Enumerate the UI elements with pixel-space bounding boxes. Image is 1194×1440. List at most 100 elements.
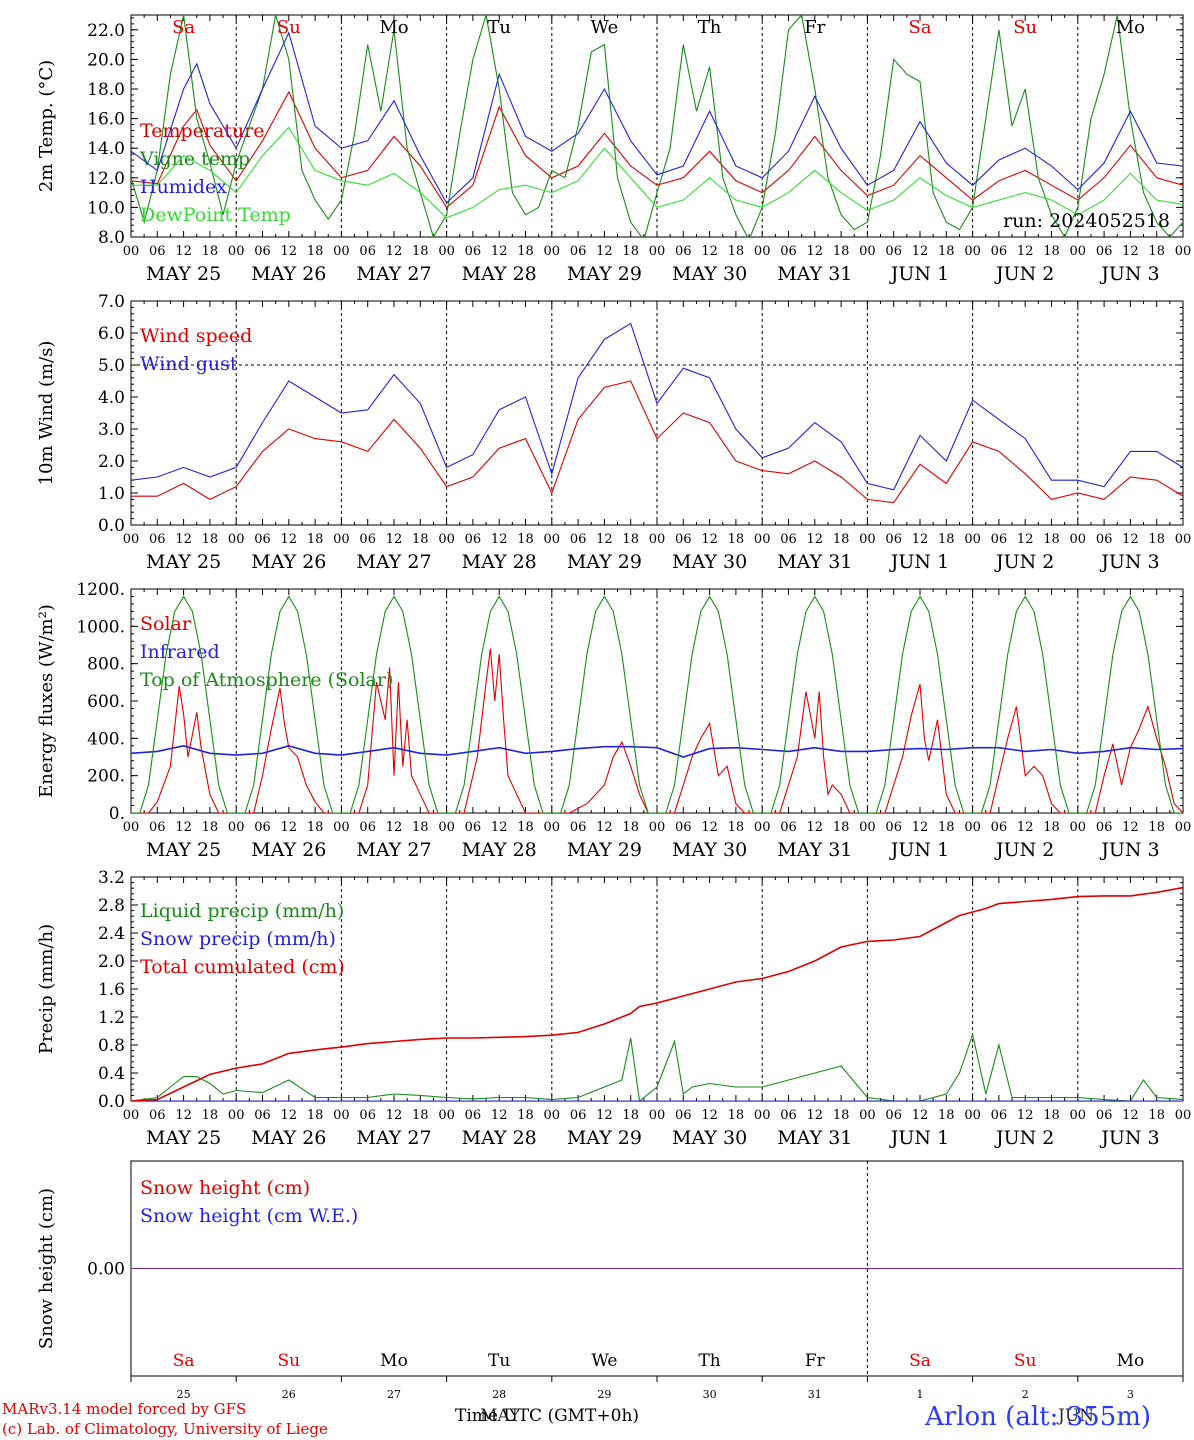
date-label: MAY 29 [567, 839, 642, 861]
hour-tick-label: 00 [649, 1108, 666, 1123]
date-label: MAY 30 [672, 263, 747, 285]
y-tick-label: 0.0 [98, 1092, 125, 1112]
date-label: JUN 3 [1099, 839, 1159, 861]
series-line [131, 322, 1183, 491]
hour-tick-label: 12 [701, 244, 718, 259]
hour-tick-label: 12 [281, 820, 298, 835]
hour-tick-label: 12 [807, 1108, 824, 1123]
hour-tick-label: 18 [938, 532, 955, 547]
day-name-label: Th [698, 17, 722, 38]
hour-tick-label: 18 [622, 820, 639, 835]
hour-tick-label: 06 [254, 820, 271, 835]
hour-tick-label: 12 [1017, 244, 1034, 259]
series-line [131, 595, 1183, 813]
hour-tick-label: 12 [912, 1108, 929, 1123]
hour-tick-label: 12 [175, 820, 192, 835]
date-label: JUN 1 [889, 1127, 949, 1149]
day-number-label: 26 [282, 1388, 296, 1401]
hour-tick-label: 06 [570, 532, 587, 547]
y-tick-label: 1200. [76, 580, 125, 600]
hour-tick-label: 06 [1096, 1108, 1113, 1123]
y-axis-label: Precip (mm/h) [36, 924, 57, 1054]
date-label: MAY 31 [777, 1127, 852, 1149]
hour-tick-label: 00 [649, 532, 666, 547]
series-line [131, 744, 1183, 758]
day-name-label: Sa [909, 1351, 931, 1371]
hour-tick-label: 12 [281, 1108, 298, 1123]
y-tick-label: 14.0 [87, 139, 125, 159]
y-tick-label: 7.0 [98, 292, 125, 312]
y-tick-label: 18.0 [87, 80, 125, 100]
date-label: MAY 25 [146, 551, 221, 573]
hour-tick-label: 18 [1043, 532, 1060, 547]
hour-tick-label: 06 [465, 532, 482, 547]
hour-tick-label: 18 [307, 244, 324, 259]
series-line [131, 1032, 1183, 1101]
hour-tick-label: 12 [1017, 1108, 1034, 1123]
hour-tick-label: 12 [596, 244, 613, 259]
day-name-label: Fr [804, 17, 825, 38]
y-tick-label: 800. [87, 655, 125, 675]
hour-tick-label: 18 [833, 820, 850, 835]
hour-tick-label: 00 [544, 1108, 561, 1123]
date-label: MAY 30 [672, 1127, 747, 1149]
hour-tick-label: 12 [1122, 1108, 1139, 1123]
legend-entry: DewPoint Temp [140, 204, 291, 226]
hour-tick-label: 18 [833, 532, 850, 547]
legend-entry: Solar [140, 613, 192, 635]
hour-tick-label: 00 [1175, 1108, 1192, 1123]
hour-tick-label: 06 [675, 244, 692, 259]
hour-tick-label: 12 [912, 244, 929, 259]
hour-tick-label: 12 [596, 820, 613, 835]
hour-tick-label: 00 [438, 532, 455, 547]
day-name-label: Tu [488, 1351, 510, 1371]
site-label: Arlon (alt: 355m) [925, 1402, 1152, 1432]
hour-tick-label: 06 [1096, 820, 1113, 835]
hour-tick-label: 18 [938, 820, 955, 835]
date-label: MAY 26 [251, 263, 326, 285]
date-label: JUN 3 [1099, 1127, 1159, 1149]
hour-tick-label: 18 [307, 820, 324, 835]
hour-tick-label: 18 [833, 244, 850, 259]
y-tick-label: 2.4 [98, 924, 125, 944]
day-number-label: 30 [703, 1388, 717, 1401]
hour-tick-label: 18 [622, 1108, 639, 1123]
hour-tick-label: 12 [596, 532, 613, 547]
y-tick-label: 5.0 [98, 356, 125, 376]
hour-tick-label: 18 [517, 532, 534, 547]
hour-tick-label: 00 [964, 244, 981, 259]
hour-tick-label: 06 [570, 1108, 587, 1123]
hour-tick-label: 18 [1043, 244, 1060, 259]
y-tick-label: 2.0 [98, 452, 125, 472]
hour-tick-label: 00 [333, 820, 350, 835]
hour-tick-label: 18 [1043, 1108, 1060, 1123]
hour-tick-label: 00 [1175, 820, 1192, 835]
day-number-label: 29 [597, 1388, 611, 1401]
hour-tick-label: 18 [1148, 820, 1165, 835]
y-tick-label: 8.0 [98, 228, 125, 248]
hour-tick-label: 18 [202, 244, 219, 259]
hour-tick-label: 06 [149, 820, 166, 835]
day-name-label: Mo [1116, 17, 1145, 38]
hour-tick-label: 12 [1122, 820, 1139, 835]
date-label: MAY 31 [777, 551, 852, 573]
hour-tick-label: 00 [964, 820, 981, 835]
hour-tick-label: 00 [1070, 820, 1087, 835]
y-tick-label: 3.0 [98, 420, 125, 440]
date-label: MAY 25 [146, 263, 221, 285]
hour-tick-label: 12 [912, 532, 929, 547]
date-label: MAY 26 [251, 551, 326, 573]
hour-tick-label: 00 [544, 532, 561, 547]
hour-tick-label: 00 [123, 820, 140, 835]
hour-tick-label: 12 [807, 244, 824, 259]
hour-tick-label: 06 [780, 1108, 797, 1123]
hour-tick-label: 18 [517, 820, 534, 835]
hour-tick-label: 06 [149, 244, 166, 259]
date-label: MAY 31 [777, 263, 852, 285]
date-label: MAY 27 [356, 551, 431, 573]
hour-tick-label: 12 [1017, 820, 1034, 835]
day-name-label: We [591, 17, 619, 38]
y-tick-label: 16.0 [87, 110, 125, 130]
y-tick-label: 6.0 [98, 324, 125, 344]
hour-tick-label: 18 [307, 1108, 324, 1123]
